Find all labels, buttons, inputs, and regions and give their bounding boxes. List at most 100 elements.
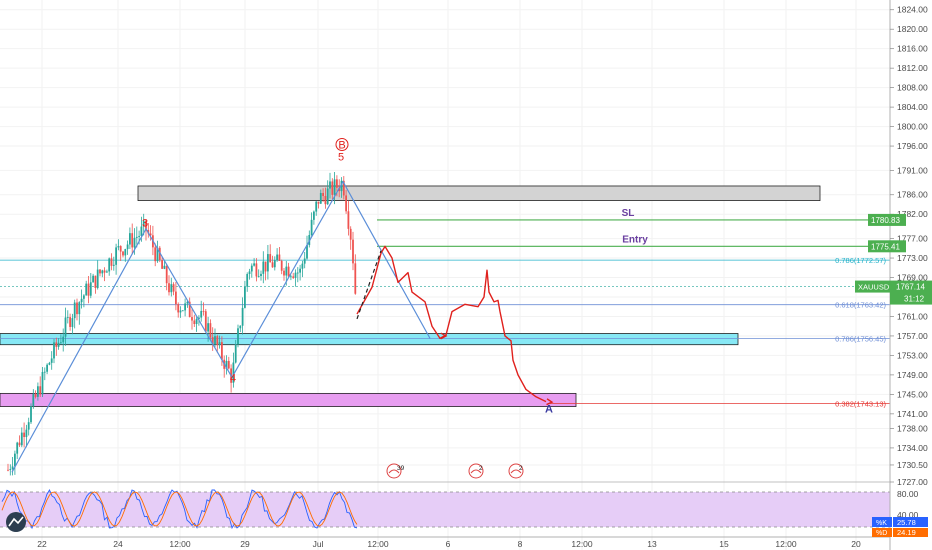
- candle: [78, 301, 81, 325]
- candle: [108, 257, 111, 276]
- price-tick: 1757.00: [897, 331, 928, 341]
- candle: [234, 339, 237, 364]
- candle: [306, 235, 308, 260]
- price-tag-sl: 1780.83: [868, 213, 906, 226]
- time-tick: 8: [518, 539, 523, 549]
- candle: [250, 263, 253, 278]
- price-tick: 1741.00: [897, 409, 928, 419]
- candle: [255, 258, 258, 282]
- time-tick: 22: [37, 539, 47, 549]
- candle: [319, 189, 322, 204]
- candle: [57, 338, 60, 350]
- event-count: 2: [479, 465, 483, 472]
- wave-labels: 3 4 B5 A: [142, 137, 553, 415]
- time-tick: 12:00: [775, 539, 797, 549]
- candle: [46, 363, 48, 375]
- candle: [66, 310, 69, 324]
- stoch-k-line: [1, 489, 358, 530]
- zone-resistance[interactable]: [137, 185, 821, 201]
- wave-label-5: 5: [338, 152, 344, 164]
- time-tick: 6: [446, 539, 451, 549]
- price-axis[interactable]: 1824.00 1820.00 1816.00 1812.00 1808.00 1804.…: [889, 0, 932, 550]
- price-axis-bg: [890, 0, 932, 550]
- candle: [257, 269, 260, 278]
- candle: [71, 313, 74, 335]
- svg-text:XAUUSD: XAUUSD: [858, 283, 890, 292]
- price-tick: 1791.00: [897, 165, 928, 175]
- candle: [317, 201, 320, 209]
- candle: [278, 246, 281, 262]
- wave-label-b: B: [338, 139, 345, 151]
- price-tick: 1734.00: [897, 443, 928, 453]
- price-tick: 1782.00: [897, 209, 928, 219]
- projected-path: [356, 245, 554, 406]
- price-zones: [0, 185, 821, 407]
- event-marker[interactable]: 2: [508, 463, 524, 479]
- candle: [276, 248, 278, 262]
- candle: [200, 300, 203, 322]
- candle: [209, 319, 212, 341]
- wave-path[interactable]: [11, 180, 431, 473]
- candle: [80, 289, 83, 309]
- event-marker[interactable]: 2: [468, 463, 484, 479]
- candle: [149, 225, 152, 241]
- fib-label-0: 0.786(1772.57): [835, 256, 886, 265]
- candle: [246, 272, 249, 292]
- price-tick: 1824.00: [897, 5, 928, 15]
- stoch-k-tag: %K 25.78: [872, 517, 928, 527]
- candle: [283, 267, 285, 281]
- zone-target[interactable]: [0, 392, 577, 407]
- price-tick: 1738.00: [897, 423, 928, 433]
- candle: [195, 316, 198, 332]
- stoch-d-line: [1, 491, 358, 527]
- candle: [232, 352, 235, 388]
- time-axis[interactable]: 22 24 12:00 29 Jul 12:00 6 8 12:00 13 15 12:00 20: [0, 536, 890, 549]
- candle: [96, 260, 99, 290]
- candle: [237, 324, 239, 348]
- candle: [89, 272, 92, 299]
- price-tick: 1808.00: [897, 83, 928, 93]
- price-tick: 1796.00: [897, 141, 928, 151]
- candle: [83, 294, 85, 308]
- candle: [112, 256, 115, 271]
- candle: [135, 226, 138, 248]
- symbol-tag: XAUUSD: [855, 280, 890, 293]
- candle: [106, 269, 108, 273]
- candle: [39, 376, 42, 397]
- projection-path[interactable]: [356, 245, 547, 403]
- candle: [218, 335, 221, 349]
- candle: [225, 355, 228, 375]
- candle: [156, 240, 159, 263]
- wave-label-a: A: [545, 403, 553, 415]
- level-label-sl: SL: [622, 208, 635, 219]
- candle: [179, 306, 182, 318]
- candle: [207, 316, 209, 342]
- stoch-tick-80: 80.00: [897, 489, 919, 499]
- price-tick: 1816.00: [897, 44, 928, 54]
- svg-text:24.19: 24.19: [897, 528, 916, 537]
- candle: [310, 212, 313, 238]
- svg-text:%K: %K: [876, 520, 887, 527]
- event-marker[interactable]: 39: [386, 463, 405, 479]
- time-tick: 12:00: [367, 539, 389, 549]
- candle: [352, 231, 354, 271]
- price-tag-entry: 1775.41: [868, 240, 906, 253]
- stochastic-panel: [0, 481, 890, 532]
- economic-events[interactable]: 39 2 2: [386, 463, 524, 479]
- candle: [85, 280, 88, 296]
- candle: [260, 270, 262, 281]
- candle: [122, 250, 124, 258]
- candle: [193, 314, 196, 328]
- candle: [214, 328, 216, 348]
- zone-support[interactable]: [0, 333, 739, 346]
- candle: [50, 351, 53, 370]
- candle: [253, 258, 255, 267]
- candle: [262, 251, 265, 284]
- tradingview-logo-icon: [6, 512, 26, 532]
- candle: [126, 240, 129, 255]
- candle: [161, 256, 163, 270]
- candle: [43, 367, 46, 381]
- candle: [69, 313, 71, 331]
- candle: [204, 308, 207, 333]
